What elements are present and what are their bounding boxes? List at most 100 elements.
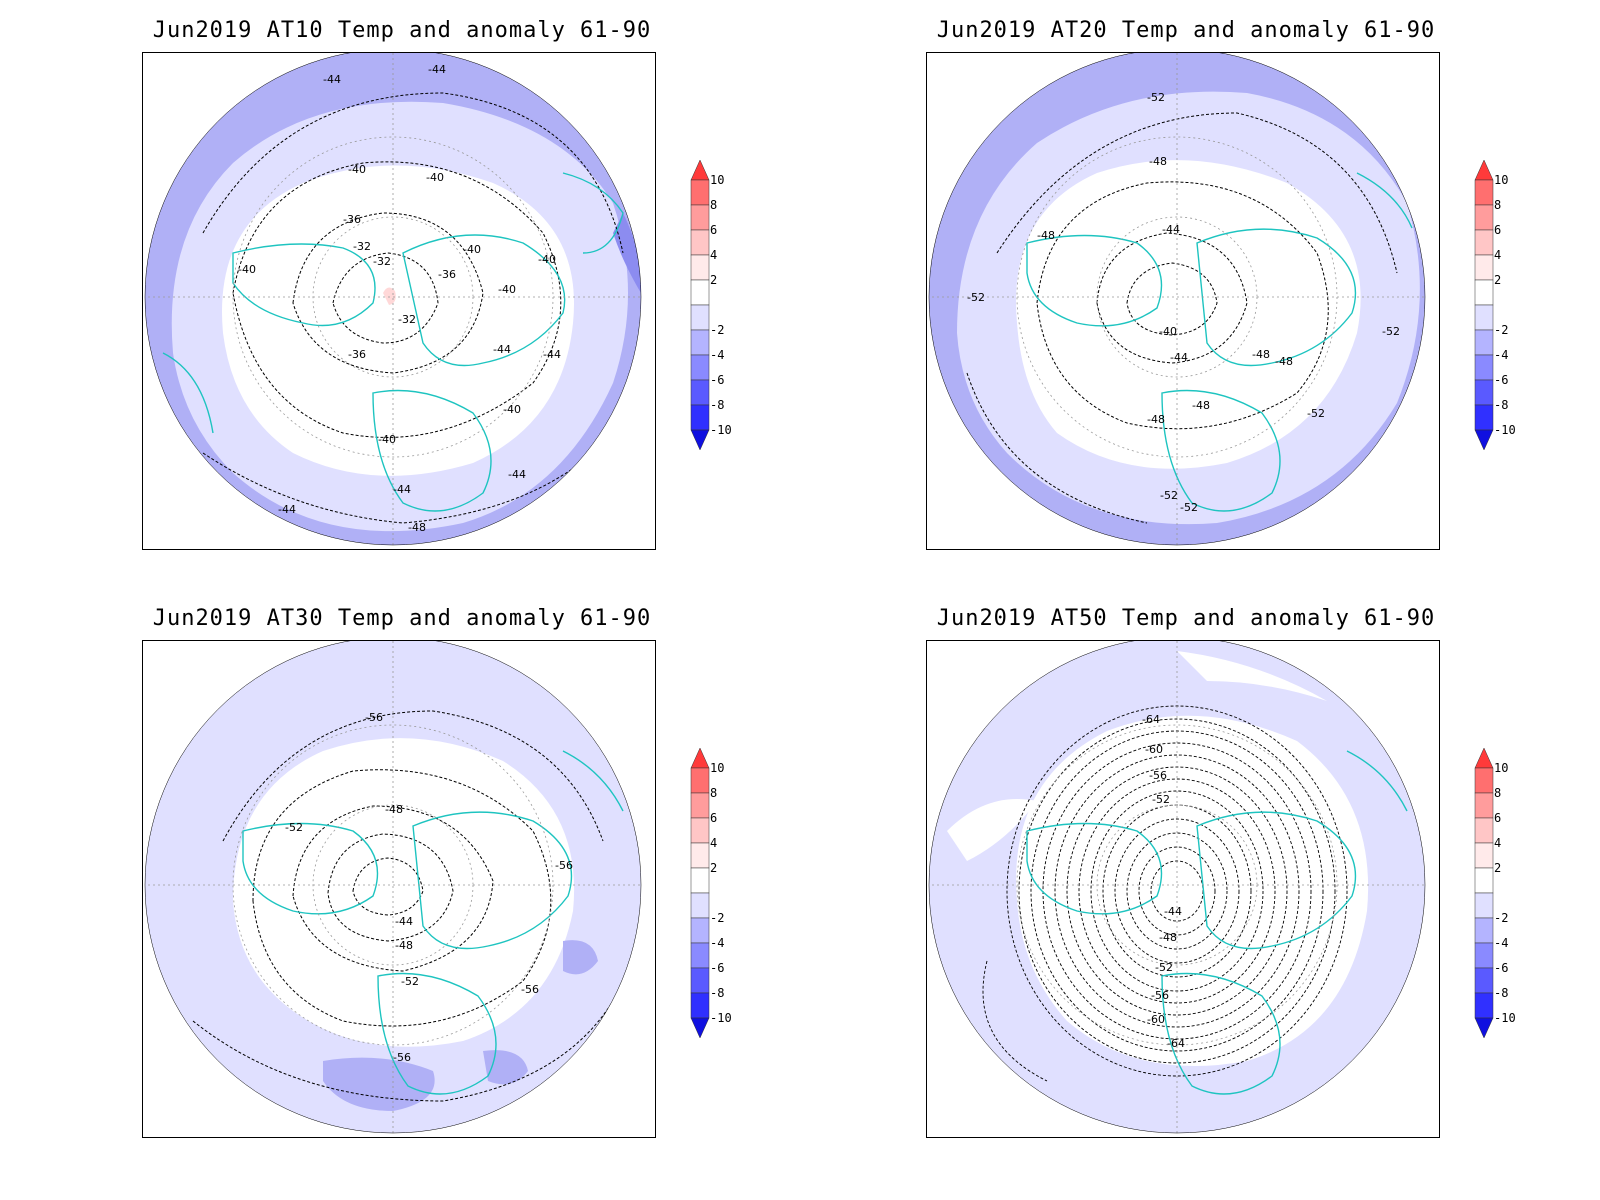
polar-map: -52 -48 -48 -44 -52 -40 -44 -48 -48 -52 … [926, 52, 1440, 550]
panel-title: Jun2019 AT20 Temp and anomaly 61-90 [936, 18, 1436, 43]
colorbar-segment [690, 892, 710, 919]
colorbar-label: -8 [710, 986, 725, 1000]
colorbar-segment [690, 967, 710, 994]
contour-label: -56 [1149, 769, 1167, 782]
colorbar-svg [1474, 748, 1494, 1038]
colorbar-arrow-up [690, 748, 710, 769]
contour-label: -44 [278, 503, 296, 516]
anomaly-fill-white [1016, 160, 1361, 469]
colorbar-label: -4 [710, 348, 725, 362]
colorbar-segment [690, 842, 710, 869]
colorbar-svg [690, 748, 710, 1038]
contour-label: -48 [408, 521, 426, 534]
colorbar-segment [1474, 767, 1494, 794]
contour-labels: -64 -60 -56 -52 -44 -48 -52 -56 -60 -64 [1142, 713, 1185, 1050]
contour-label: -40 [463, 243, 481, 256]
contour-label: -32 [398, 313, 416, 326]
colorbar-segment [690, 379, 710, 406]
colorbar-label: -8 [1494, 398, 1509, 412]
contour-label: -52 [1382, 325, 1400, 338]
coastlines [1026, 172, 1413, 512]
colorbar-label: 2 [1494, 861, 1502, 875]
colorbar-label: 8 [710, 786, 718, 800]
contour-label: -48 [1149, 155, 1167, 168]
colorbar-label: 10 [1494, 761, 1509, 775]
colorbar-arrow-down [690, 1017, 710, 1038]
contour-label: -52 [1180, 501, 1198, 514]
colorbar-segment [1474, 254, 1494, 281]
colorbar-segment [1474, 867, 1494, 894]
anomaly-fill-white [233, 738, 575, 1047]
anomaly-fill-white [1177, 651, 1327, 701]
colorbar-label: -6 [1494, 961, 1509, 975]
colorbar-segment [1474, 179, 1494, 206]
colorbar-arrow-up [1474, 748, 1494, 769]
contour-labels: -52 -48 -48 -44 -52 -40 -44 -48 -48 -52 … [967, 91, 1400, 514]
contour-labels: -44 -44 -40 -40 -36 -32 -32 -32 -36 -40 … [238, 63, 561, 534]
contour-label: -52 [1307, 407, 1325, 420]
contour-label: -32 [353, 240, 371, 253]
temperature-contours [966, 112, 1398, 524]
colorbar-label: -4 [710, 936, 725, 950]
contour-label: -52 [1147, 91, 1165, 104]
anomaly-colorbar: 10 8 6 4 2 -2 -4 -6 -8 -10 [690, 160, 750, 450]
contour-label: -56 [365, 711, 383, 724]
contour-label: -36 [348, 348, 366, 361]
graticule [145, 641, 641, 1133]
contour-label: -40 [1159, 325, 1177, 338]
contour-label: -48 [1159, 931, 1177, 944]
colorbar-label: 10 [710, 173, 725, 187]
contour-label: -40 [538, 253, 556, 266]
contour-label: -60 [1147, 1013, 1165, 1026]
coastlines [242, 750, 624, 1095]
polar-map: -44 -44 -40 -40 -36 -32 -32 -32 -36 -40 … [142, 52, 656, 550]
panel-title: Jun2019 AT10 Temp and anomaly 61-90 [152, 18, 652, 43]
colorbar-segment [690, 917, 710, 944]
contour-label: -44 [323, 73, 341, 86]
temperature-contours [202, 92, 624, 524]
contour-label: -36 [438, 268, 456, 281]
colorbar-arrow-down [1474, 429, 1494, 450]
contour-label: -52 [967, 291, 985, 304]
map-svg: -52 -48 -48 -44 -52 -40 -44 -48 -48 -52 … [928, 53, 1426, 546]
colorbar-segment [690, 792, 710, 819]
contour-label: -40 [498, 283, 516, 296]
contour-label: -48 [1147, 413, 1165, 426]
contour-label: -48 [1275, 355, 1293, 368]
panel-at10: Jun2019 AT10 Temp and anomaly 61-90 [142, 18, 742, 578]
anomaly-colorbar: 10 8 6 4 2 -2 -4 -6 -8 -10 [1474, 160, 1534, 450]
contour-label: -44 [1164, 905, 1182, 918]
map-svg: -44 -44 -40 -40 -36 -32 -32 -32 -36 -40 … [144, 53, 642, 546]
colorbar-segment [1474, 354, 1494, 381]
colorbar-label: -2 [710, 911, 725, 925]
colorbar-label: 6 [1494, 811, 1502, 825]
colorbar-segment [690, 254, 710, 281]
colorbar-label: -2 [710, 323, 725, 337]
coastlines [1026, 750, 1408, 1095]
anomaly-colorbar: 10 8 6 4 2 -2 -4 -6 -8 -10 [1474, 748, 1534, 1038]
contour-label: -60 [1145, 743, 1163, 756]
contour-label: -48 [385, 803, 403, 816]
colorbar-segment [690, 354, 710, 381]
colorbar-label: -6 [1494, 373, 1509, 387]
colorbar-segment [690, 229, 710, 256]
contour-label: -52 [1160, 489, 1178, 502]
colorbar-segment [690, 767, 710, 794]
contour-label: -52 [401, 975, 419, 988]
colorbar-label: 8 [1494, 786, 1502, 800]
contour-label: -44 [395, 915, 413, 928]
contour-label: -56 [393, 1051, 411, 1064]
contour-label: -44 [493, 343, 511, 356]
contour-label: -48 [1037, 229, 1055, 242]
colorbar-segment [1474, 992, 1494, 1019]
colorbar-label: 10 [1494, 173, 1509, 187]
anomaly-fill-medium [323, 1057, 435, 1111]
colorbar-segment [1474, 379, 1494, 406]
colorbar-segment [1474, 229, 1494, 256]
contour-label: -36 [343, 213, 361, 226]
colorbar-label: -6 [710, 961, 725, 975]
contour-label: -44 [1162, 223, 1180, 236]
temperature-contours [192, 710, 614, 1102]
contour-label: -48 [1192, 399, 1210, 412]
colorbar-segment [1474, 792, 1494, 819]
